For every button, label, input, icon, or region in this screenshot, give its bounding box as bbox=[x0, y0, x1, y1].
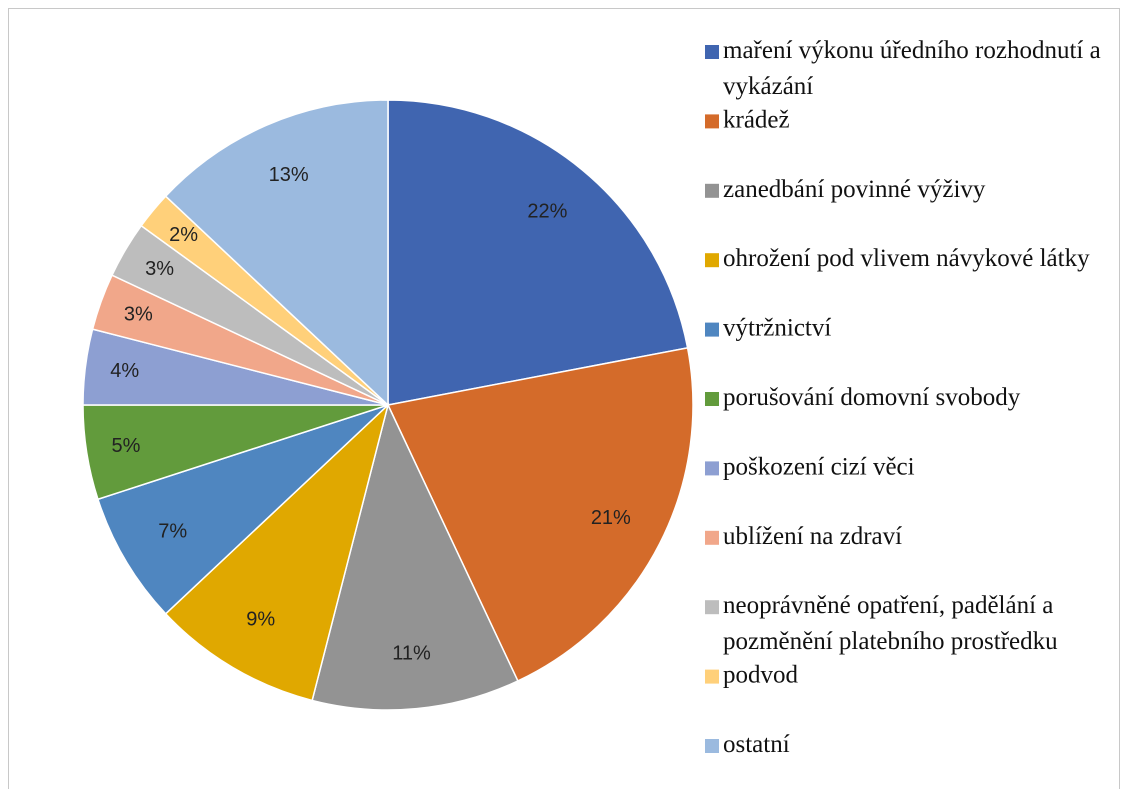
legend-swatch bbox=[705, 461, 719, 476]
legend-swatch bbox=[705, 530, 719, 545]
data-label: 5% bbox=[111, 435, 140, 457]
data-label: 4% bbox=[110, 360, 139, 382]
pie-slice bbox=[387, 99, 689, 406]
legend-label: zanedbání povinné výživy bbox=[723, 176, 986, 203]
data-label: 2% bbox=[169, 224, 198, 246]
legend-swatch bbox=[705, 253, 719, 268]
pie-slice bbox=[386, 346, 694, 682]
legend-swatch bbox=[705, 45, 719, 59]
legend-swatch bbox=[705, 392, 719, 406]
pie-slice bbox=[311, 402, 519, 711]
legend-swatch bbox=[705, 114, 719, 129]
legend-swatch bbox=[705, 183, 719, 198]
data-label: 3% bbox=[145, 258, 174, 280]
pie-slice bbox=[164, 99, 389, 407]
data-label: 13% bbox=[269, 164, 309, 186]
chart-frame bbox=[8, 8, 1120, 789]
data-label: 22% bbox=[527, 201, 567, 223]
legend-label: krádež bbox=[723, 106, 790, 133]
legend-label: výtržnictví bbox=[723, 314, 831, 341]
legend-swatch bbox=[705, 739, 719, 753]
legend-label: neoprávněné opatření, padělání a pozměně… bbox=[723, 592, 1060, 655]
legend-label: maření výkonu úředního rozhodnutí a vyká… bbox=[723, 37, 1107, 100]
data-label: 7% bbox=[158, 521, 187, 543]
data-label: 9% bbox=[246, 609, 275, 631]
legend-label: porušování domovní svobody bbox=[723, 384, 1021, 411]
legend-swatch bbox=[705, 322, 719, 337]
pie-slice bbox=[96, 404, 389, 615]
legend-label: ohrožení pod vlivem návykové látky bbox=[723, 245, 1090, 272]
legend-swatch bbox=[705, 669, 719, 684]
legend-label: podvod bbox=[723, 661, 799, 688]
legend-swatch bbox=[705, 600, 719, 615]
data-label: 3% bbox=[124, 303, 153, 325]
legend-label: poškození cizí věci bbox=[723, 453, 915, 480]
data-label: 21% bbox=[591, 507, 631, 529]
legend-label: ublížení na zdraví bbox=[723, 523, 902, 550]
pie-slice bbox=[164, 402, 390, 702]
data-label: 11% bbox=[392, 642, 431, 664]
legend-label: ostatní bbox=[723, 731, 790, 758]
